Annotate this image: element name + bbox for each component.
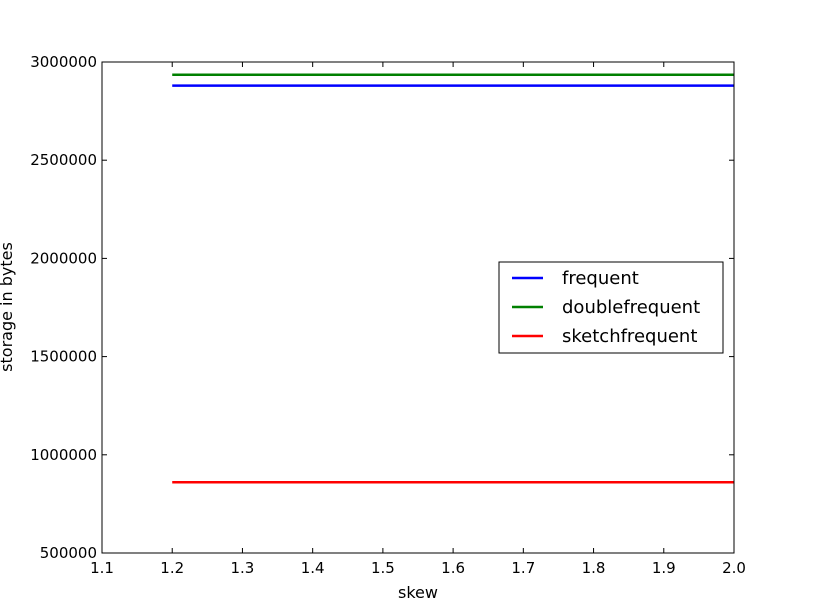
y-tick-label: 3000000 xyxy=(30,53,97,71)
series-layer xyxy=(172,73,734,484)
legend-label-frequent: frequent xyxy=(562,268,639,289)
x-tick-label: 1.6 xyxy=(441,559,465,577)
y-tick-label: 1500000 xyxy=(30,348,97,366)
x-tick-label: 1.9 xyxy=(652,559,676,577)
y-tick-label: 2500000 xyxy=(30,151,97,169)
legend-label-doublefrequent: doublefrequent xyxy=(562,297,700,318)
x-tick-label: 1.7 xyxy=(511,559,535,577)
y-axis-label: storage in bytes xyxy=(0,242,16,372)
y-tick-label: 500000 xyxy=(40,544,97,562)
x-tick-label: 1.1 xyxy=(90,559,114,577)
y-tick-label: 1000000 xyxy=(30,446,97,464)
y-axis: 500000 1000000 1500000 2000000 2500000 300000… xyxy=(30,53,734,562)
x-tick-label: 1.5 xyxy=(371,559,395,577)
x-tick-label: 1.8 xyxy=(582,559,606,577)
x-tick-label: 2.0 xyxy=(722,559,746,577)
legend-entries: frequent doublefrequent sketchfrequent xyxy=(512,268,700,347)
x-axis-label: skew xyxy=(398,583,438,602)
plot-frame xyxy=(101,61,735,554)
x-tick-label: 1.3 xyxy=(231,559,255,577)
y-tick-label: 2000000 xyxy=(30,249,97,267)
legend-label-sketchfrequent: sketchfrequent xyxy=(562,326,697,347)
x-tick-label: 1.4 xyxy=(301,559,325,577)
x-axis: 1.1 1.2 1.3 1.4 1.5 1.6 1.7 1.8 1.9 2.0 xyxy=(90,62,746,577)
x-tick-label: 1.2 xyxy=(160,559,184,577)
legend: frequent doublefrequent sketchfrequent xyxy=(498,261,724,354)
